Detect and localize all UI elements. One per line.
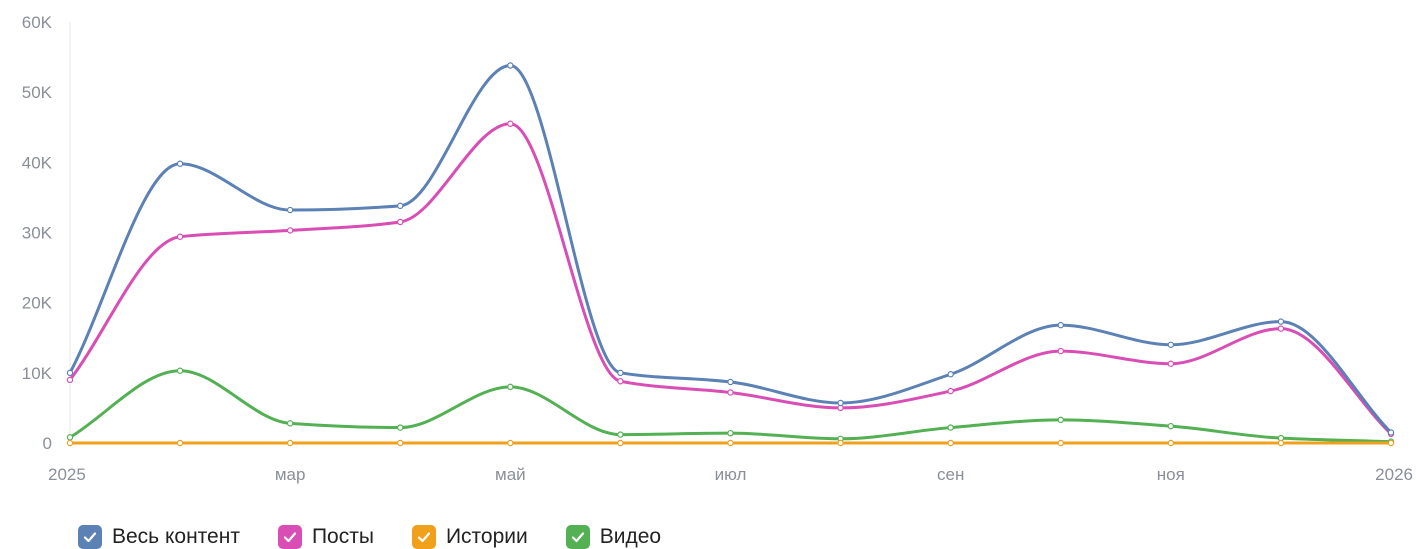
data-point bbox=[1167, 360, 1175, 367]
data-point bbox=[1167, 341, 1175, 348]
data-point bbox=[286, 420, 294, 427]
x-tick-label: 2026 bbox=[1375, 465, 1413, 484]
checkbox-stories[interactable] bbox=[411, 525, 436, 549]
legend-item-posts[interactable]: Посты bbox=[277, 525, 374, 549]
legend-label-all-content: Весь контент bbox=[112, 525, 240, 548]
data-point bbox=[66, 376, 74, 384]
y-tick-label: 0 bbox=[43, 434, 52, 453]
data-point bbox=[1387, 429, 1395, 436]
y-tick-label: 50K bbox=[22, 83, 53, 102]
data-point bbox=[1167, 422, 1175, 430]
y-tick-label: 20K bbox=[22, 294, 53, 313]
data-point bbox=[727, 439, 734, 447]
checkbox-all-content[interactable] bbox=[78, 525, 102, 549]
data-point bbox=[176, 439, 184, 447]
x-tick-label: сен bbox=[937, 465, 964, 484]
legend-label-stories: Истории bbox=[445, 525, 528, 548]
checkbox-video[interactable] bbox=[565, 525, 590, 549]
y-axis-ticks: 0 10K 20K 30K 40K 50K 60K bbox=[22, 13, 53, 453]
data-point bbox=[727, 378, 734, 386]
data-point bbox=[397, 439, 404, 447]
data-point bbox=[617, 378, 624, 385]
data-point bbox=[66, 439, 74, 447]
legend: Весь контент Посты Истории Видео bbox=[78, 522, 661, 549]
data-point bbox=[727, 429, 734, 437]
data-point bbox=[1057, 321, 1064, 329]
data-point bbox=[1387, 439, 1395, 447]
series-line bbox=[68, 64, 1393, 434]
data-point bbox=[617, 439, 624, 447]
x-tick-label: 2025 bbox=[48, 465, 86, 484]
data-point bbox=[1167, 439, 1175, 447]
data-point bbox=[397, 202, 404, 210]
data-point bbox=[286, 227, 294, 234]
data-point bbox=[837, 399, 844, 407]
data-point bbox=[176, 160, 184, 167]
data-point bbox=[66, 434, 74, 441]
data-point bbox=[947, 387, 954, 395]
data-point bbox=[837, 439, 844, 447]
checkmark-icon bbox=[83, 532, 97, 543]
data-point bbox=[1277, 318, 1285, 325]
series-points bbox=[66, 62, 1395, 447]
x-tick-label: мар bbox=[275, 465, 306, 484]
data-point bbox=[947, 371, 954, 378]
legend-item-video[interactable]: Видео bbox=[565, 525, 662, 549]
data-point bbox=[947, 424, 954, 431]
data-point bbox=[507, 120, 514, 127]
data-point bbox=[507, 439, 514, 447]
data-point bbox=[1057, 439, 1064, 447]
y-tick-label: 10K bbox=[22, 364, 53, 383]
checkmark-icon bbox=[283, 532, 297, 543]
x-tick-label: ноя bbox=[1157, 465, 1185, 484]
data-point bbox=[617, 431, 624, 438]
data-point bbox=[507, 62, 514, 69]
legend-item-all-content[interactable]: Весь контент bbox=[78, 525, 240, 549]
data-point bbox=[947, 439, 954, 447]
y-tick-label: 40K bbox=[22, 153, 53, 172]
data-point bbox=[286, 439, 294, 447]
y-tick-label: 60K bbox=[22, 13, 53, 32]
data-point bbox=[176, 233, 184, 240]
checkmark-icon bbox=[417, 532, 431, 543]
legend-label-video: Видео bbox=[599, 525, 662, 548]
legend-label-posts: Посты bbox=[311, 525, 374, 548]
series-line bbox=[68, 122, 1393, 436]
checkmark-icon bbox=[571, 532, 584, 543]
x-axis-ticks: 2025 мар май июл сен ноя 2026 bbox=[48, 465, 1413, 484]
data-point bbox=[727, 389, 734, 396]
legend-item-stories[interactable]: Истории bbox=[411, 525, 528, 549]
checkbox-posts[interactable] bbox=[277, 525, 302, 549]
data-point bbox=[176, 367, 184, 374]
data-point bbox=[397, 424, 404, 431]
data-point bbox=[1057, 347, 1064, 355]
x-tick-label: май bbox=[495, 465, 526, 484]
series-lines bbox=[68, 64, 1393, 445]
data-point bbox=[1277, 439, 1285, 447]
data-point bbox=[66, 369, 74, 377]
data-point bbox=[397, 218, 404, 226]
data-point bbox=[617, 369, 624, 377]
y-tick-label: 30K bbox=[22, 224, 53, 243]
data-point bbox=[507, 383, 514, 391]
data-point bbox=[1057, 416, 1064, 424]
data-point bbox=[286, 206, 294, 214]
data-point bbox=[1277, 325, 1285, 332]
x-tick-label: июл bbox=[715, 465, 747, 484]
